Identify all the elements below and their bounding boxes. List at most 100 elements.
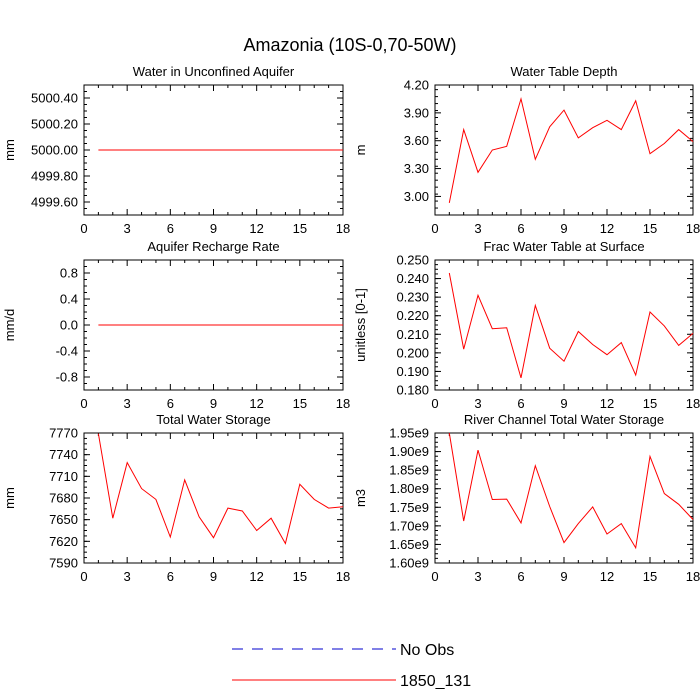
legend-model-label: 1850_131	[400, 673, 471, 690]
x-tick-label: 18	[686, 396, 700, 411]
x-tick-label: 12	[249, 221, 263, 236]
x-tick-label: 15	[643, 569, 657, 584]
y-tick-label: 0.8	[60, 266, 78, 281]
x-tick-label: 9	[560, 569, 567, 584]
y-tick-label: 1.80e9	[389, 481, 429, 496]
x-tick-label: 18	[336, 221, 350, 236]
y-tick-label: 7680	[49, 491, 78, 506]
y-tick-label: 0.200	[396, 345, 429, 360]
y-tick-label: 5000.20	[31, 117, 78, 132]
x-tick-label: 12	[600, 221, 614, 236]
y-tick-label: 0.220	[396, 308, 429, 323]
y-tick-label: 0.210	[396, 327, 429, 342]
x-tick-label: 9	[210, 569, 217, 584]
y-tick-label: 0.180	[396, 383, 429, 398]
x-tick-label: 0	[431, 569, 438, 584]
x-tick-label: 6	[167, 569, 174, 584]
x-tick-label: 3	[474, 396, 481, 411]
x-tick-label: 18	[336, 569, 350, 584]
y-tick-label: 7650	[49, 512, 78, 527]
panel-5: Total Water Storage mm 0 3 6 9 12 15 18 7590 7620 7…	[2, 412, 350, 584]
series-line-1850_131	[448, 272, 694, 379]
x-tick-label: 18	[686, 221, 700, 236]
x-tick-label: 15	[293, 396, 307, 411]
y-axis-label: mm	[2, 487, 17, 509]
x-tick-label: 12	[600, 569, 614, 584]
y-tick-label: 7770	[49, 426, 78, 441]
x-tick-label: 9	[560, 396, 567, 411]
x-tick-label: 9	[210, 221, 217, 236]
x-tick-label: 6	[517, 396, 524, 411]
x-tick-label: 9	[560, 221, 567, 236]
x-tick-label: 3	[474, 569, 481, 584]
x-tick-label: 15	[293, 221, 307, 236]
x-tick-label: 18	[336, 396, 350, 411]
panel-title: Frac Water Table at Surface	[483, 239, 644, 254]
x-tick-label: 0	[431, 396, 438, 411]
panels-group: Water in Unconfined Aquifer mm 0 3 6 9 12 15 18 4…	[2, 64, 700, 584]
y-axis-label: mm	[2, 139, 17, 161]
panel-4: Frac Water Table at Surface unitless [0-1…	[353, 239, 700, 411]
x-tick-label: 12	[249, 396, 263, 411]
x-tick-label: 6	[517, 569, 524, 584]
y-tick-label: 0.230	[396, 290, 429, 305]
y-tick-label: 0.190	[396, 364, 429, 379]
x-tick-label: 18	[686, 569, 700, 584]
x-tick-label: 9	[210, 396, 217, 411]
y-tick-label: 3.60	[404, 133, 429, 148]
y-tick-label: 0.240	[396, 271, 429, 286]
y-tick-label: 1.95e9	[389, 426, 429, 441]
plot-frame	[434, 259, 694, 391]
y-axis-label: m	[353, 145, 368, 156]
y-tick-label: 1.90e9	[389, 444, 429, 459]
x-tick-label: 12	[600, 396, 614, 411]
x-tick-label: 3	[124, 569, 131, 584]
figure-title: Amazonia (10S-0,70-50W)	[243, 35, 456, 55]
y-tick-label: 1.70e9	[389, 518, 429, 533]
y-tick-label: 7710	[49, 469, 78, 484]
y-tick-label: 5000.40	[31, 91, 78, 106]
panel-title: Total Water Storage	[156, 412, 270, 427]
y-tick-label: 7620	[49, 534, 78, 549]
y-tick-label: 1.65e9	[389, 537, 429, 552]
series-line-1850_131	[448, 432, 694, 550]
x-tick-label: 3	[124, 221, 131, 236]
y-tick-label: 0.250	[396, 253, 429, 268]
x-tick-label: 15	[293, 569, 307, 584]
y-tick-label: -0.4	[56, 344, 78, 359]
x-tick-label: 15	[643, 396, 657, 411]
x-tick-label: 3	[474, 221, 481, 236]
panel-title: River Channel Total Water Storage	[464, 412, 664, 427]
y-tick-label: 0.4	[60, 292, 78, 307]
y-tick-label: 7740	[49, 447, 78, 462]
y-axis-label: unitless [0-1]	[353, 288, 368, 362]
x-tick-label: 0	[431, 221, 438, 236]
legend: No Obs 1850_131	[232, 642, 471, 690]
y-axis-label: mm/d	[2, 309, 17, 342]
y-tick-label: 4.20	[404, 78, 429, 93]
y-tick-label: 5000.00	[31, 143, 78, 158]
x-tick-label: 3	[124, 396, 131, 411]
plot-frame	[434, 432, 694, 564]
panel-title: Water Table Depth	[511, 64, 618, 79]
x-tick-label: 0	[80, 396, 87, 411]
panel-title: Water in Unconfined Aquifer	[133, 64, 295, 79]
x-tick-label: 12	[249, 569, 263, 584]
y-tick-label: 4999.60	[31, 195, 78, 210]
y-tick-label: 3.30	[404, 161, 429, 176]
x-tick-label: 6	[167, 221, 174, 236]
plot-frame	[83, 432, 344, 564]
y-tick-label: 3.00	[404, 189, 429, 204]
panel-3: Aquifer Recharge Rate mm/d 0 3 6 9 12 15 18 -0.8 -…	[2, 239, 350, 411]
x-tick-label: 15	[643, 221, 657, 236]
x-tick-label: 6	[517, 221, 524, 236]
y-tick-label: 0.0	[60, 318, 78, 333]
panel-1: Water in Unconfined Aquifer mm 0 3 6 9 12 15 18 4…	[2, 64, 350, 236]
legend-no-obs-label: No Obs	[400, 642, 454, 659]
x-tick-label: 6	[167, 396, 174, 411]
plot-frame	[434, 84, 694, 216]
x-tick-label: 0	[80, 221, 87, 236]
panel-title: Aquifer Recharge Rate	[147, 239, 279, 254]
y-tick-label: 1.75e9	[389, 500, 429, 515]
series-line-1850_131	[448, 96, 694, 203]
